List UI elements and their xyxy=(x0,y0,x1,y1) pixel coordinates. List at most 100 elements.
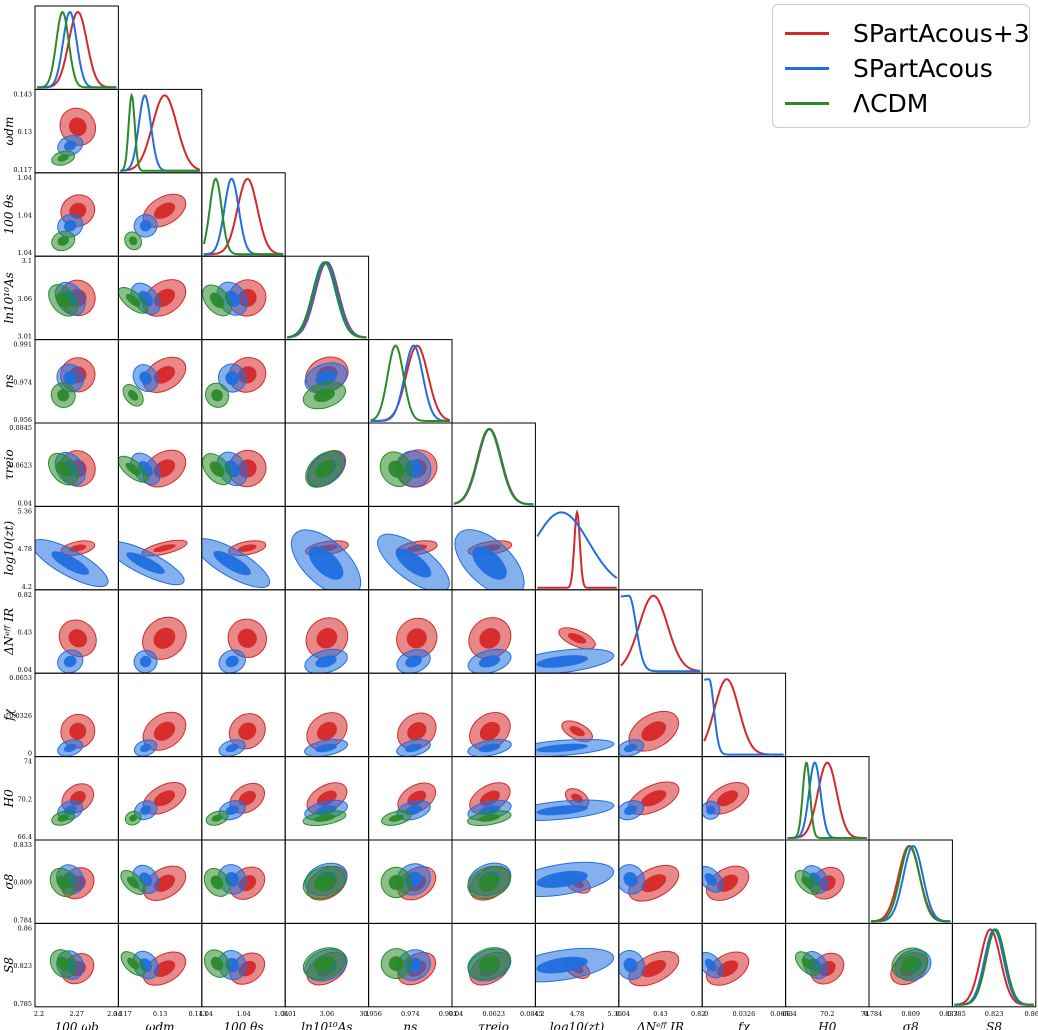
y-tick-label: 1.04 xyxy=(18,249,32,257)
panel-f_chi-vs-omega_b: 0 0.0326 0.0653 fχ xyxy=(2,672,119,758)
marginal-curve-2 xyxy=(370,344,450,422)
x-tick-label: 2.2 xyxy=(34,1010,44,1018)
marginal-curve-0 xyxy=(287,261,367,339)
y-tick-label: 0.117 xyxy=(13,166,32,174)
contour-68-0 xyxy=(641,790,667,807)
contour-68-1 xyxy=(225,743,239,753)
panel-frame xyxy=(868,839,953,924)
panel-theta_s-vs-omega_dm xyxy=(117,172,203,257)
panel-S8-vs-n_s: 0.956 0.974 0.991 ns xyxy=(363,922,458,1030)
panel-S8-vs-tau_reio: 0.04 0.0623 0.0845 τreio xyxy=(449,922,543,1030)
contour-68-0 xyxy=(237,628,257,648)
y-tick-label: 70.2 xyxy=(18,795,32,803)
panel-tau_reio-vs-n_s xyxy=(368,422,453,507)
panel-dNeff-vs-omega_b: 0.04 0.43 0.82 ΔNᵉᶠᶠ IR xyxy=(2,589,119,674)
panel-S8-vs-theta_s: 1.04 1.04 1.04 100 θs xyxy=(199,922,288,1030)
panel-dNeff-vs-ln_As xyxy=(284,589,370,674)
panel-H0-vs-dNeff xyxy=(618,756,703,841)
contour-68-0 xyxy=(406,628,427,649)
contour-68-2 xyxy=(388,460,405,478)
y-tick-label: 3.01 xyxy=(18,333,32,341)
contour-68-2 xyxy=(801,876,814,889)
legend-swatch-red xyxy=(785,31,829,35)
x-tick-label: 0.117 xyxy=(113,1010,132,1018)
x-tick-label: 0.833 xyxy=(939,1010,958,1018)
y-tick-label: 0.784 xyxy=(13,916,32,924)
x-tick-label: 3.06 xyxy=(320,1010,334,1018)
contour-68-2 xyxy=(57,154,69,162)
y-tick-label: 0 xyxy=(28,750,32,758)
y-tick-label: 0.0653 xyxy=(9,674,32,682)
panel-sigma8-vs-n_s xyxy=(368,839,453,924)
y-axis-label: S8 xyxy=(2,957,16,973)
panel-H0-vs-f_chi xyxy=(701,756,787,841)
panel-sigma8-vs-dNeff xyxy=(618,839,703,924)
x-tick-label: 0.784 xyxy=(864,1010,883,1018)
diag-panel-log10_zt xyxy=(534,505,620,591)
contour-68-0 xyxy=(567,632,587,644)
contour-68-2 xyxy=(313,388,335,403)
contour-68-1 xyxy=(536,870,588,888)
x-tick-label: 0.991 xyxy=(439,1010,458,1018)
x-tick-label: 0.86 xyxy=(1025,1010,1038,1018)
panel-S8-vs-f_chi: 0 0.0326 0.0653 fχ xyxy=(701,922,793,1030)
panel-sigma8-vs-log10_zt xyxy=(534,839,620,924)
x-tick-label: 2.27 xyxy=(69,1010,83,1018)
contour-68-2 xyxy=(313,955,335,972)
contour-68-1 xyxy=(63,140,77,151)
x-axis-label: log10(zt) xyxy=(550,1020,605,1030)
marginal-curve-2 xyxy=(954,928,1034,1006)
contour-68-0 xyxy=(69,722,87,740)
contour-68-2 xyxy=(900,955,919,972)
marginal-curve-1 xyxy=(871,844,951,923)
y-tick-label: 74 xyxy=(24,758,32,766)
y-tick-label: 0.43 xyxy=(18,629,32,637)
contour-68-0 xyxy=(641,960,667,978)
contour-68-2 xyxy=(125,293,141,307)
marginal-curve-0 xyxy=(787,761,867,839)
y-tick-label: 1.04 xyxy=(18,212,32,220)
panel-S8-vs-sigma8: 0.784 0.809 0.833 σ8 xyxy=(864,922,958,1030)
marginal-curve-0 xyxy=(620,594,701,672)
y-axis-label: H0 xyxy=(2,789,16,808)
panel-sigma8-vs-omega_b: 0.784 0.809 0.833 σ8 xyxy=(2,839,119,924)
x-tick-label: 70.2 xyxy=(820,1010,834,1018)
x-tick-label: 2.34 xyxy=(107,1010,121,1018)
contour-68-1 xyxy=(51,551,90,575)
x-tick-label: 0.0845 xyxy=(520,1010,543,1018)
panel-S8-vs-omega_dm: 0.117 0.13 0.143 ωdm xyxy=(113,922,207,1030)
y-tick-label: 0.823 xyxy=(13,962,32,970)
legend-label: SPartAcous+3 xyxy=(853,18,1030,48)
panel-H0-vs-tau_reio xyxy=(451,756,536,841)
panel-S8-vs-ln_As: 3.01 3.06 3.1 ln10¹⁰As xyxy=(282,922,370,1030)
marginal-curve-1 xyxy=(370,344,450,422)
diag-panel-sigma8 xyxy=(868,839,953,924)
panel-omega_dm-vs-omega_b: 0.117 0.13 0.143 ωdm xyxy=(2,88,119,174)
diag-panel-dNeff xyxy=(618,589,703,674)
x-tick-label: 1.04 xyxy=(274,1010,288,1018)
marginal-curve-2 xyxy=(871,844,951,923)
diag-panel-omega_b xyxy=(34,5,119,90)
panel-f_chi-vs-tau_reio xyxy=(451,672,536,758)
panel-n_s-vs-theta_s xyxy=(201,339,286,424)
legend: SPartAcous+3 SPartAcous ΛCDM xyxy=(772,4,1030,128)
contour-68-2 xyxy=(211,389,223,402)
x-axis-label: S8 xyxy=(986,1020,1002,1030)
x-axis-label: ns xyxy=(403,1020,417,1030)
contour-68-2 xyxy=(478,814,501,822)
panel-S8-vs-dNeff: 0.04 0.43 0.82 ΔNᵉᶠᶠ IR xyxy=(616,922,705,1030)
marginal-curve-0 xyxy=(37,10,117,89)
panel-n_s-vs-omega_b: 0.956 0.974 0.991 ns xyxy=(2,339,119,424)
x-tick-label: 4.2 xyxy=(534,1010,544,1018)
y-tick-label: 66.4 xyxy=(18,833,32,841)
contour-68-2 xyxy=(129,814,138,822)
contour-68-2 xyxy=(128,389,139,401)
panel-log10_zt-vs-ln_As xyxy=(284,505,370,591)
panel-H0-vs-omega_b: 66.4 70.2 74 H0 xyxy=(2,756,119,841)
panel-f_chi-vs-omega_dm xyxy=(117,672,203,758)
marginal-curve-0 xyxy=(537,509,617,589)
contour-68-0 xyxy=(569,726,585,737)
panel-dNeff-vs-omega_dm xyxy=(117,589,203,674)
panel-H0-vs-n_s xyxy=(368,756,453,841)
